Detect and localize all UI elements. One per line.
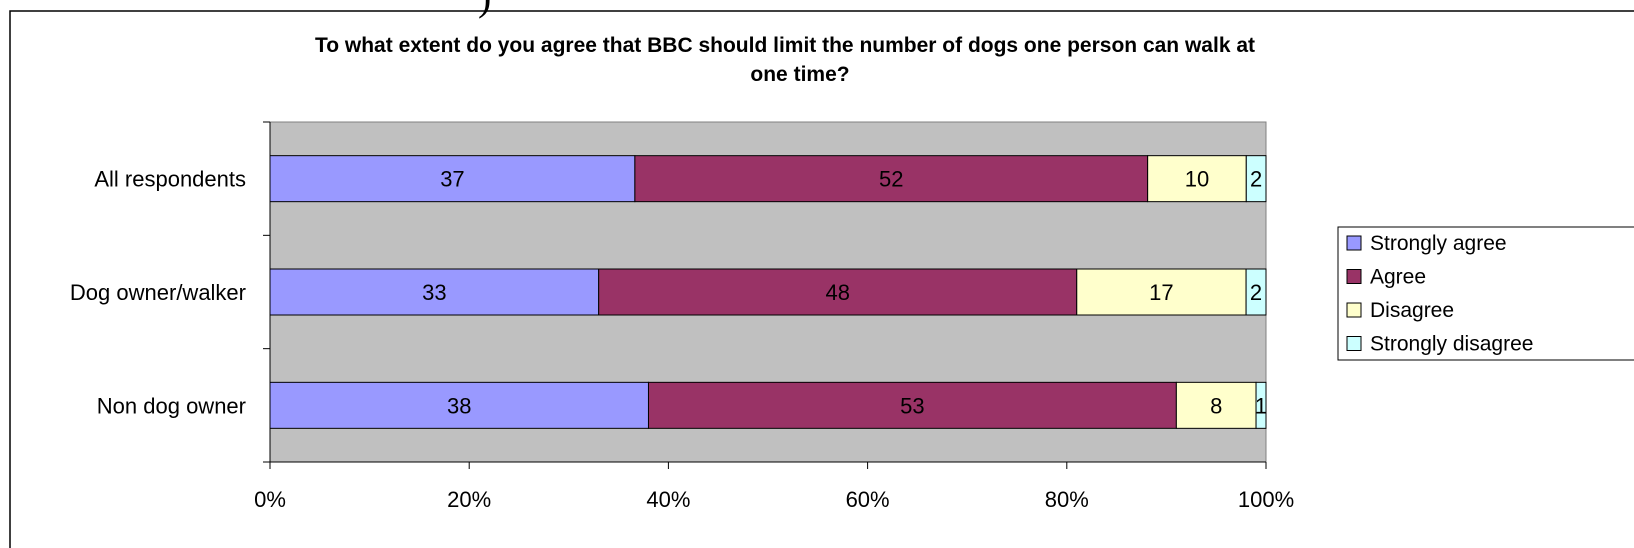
legend-box [1337,226,1634,361]
data-label-1-3: 10 [1185,167,1209,192]
legend-label-1: Strongly agree [1370,232,1507,255]
legend-label-4: Strongly disagree [1370,333,1533,356]
x-tick-label-1: 0% [254,487,286,512]
bar-segment-2-4 [1245,268,1267,316]
legend-swatch-3 [1346,302,1362,318]
chart-title-line-2: one time? [750,63,849,86]
axis-layer: All respondents Dog owner/walker Non dog o… [70,121,1294,512]
x-tick-label-6: 100% [1238,487,1294,512]
bars-layer [269,155,1267,429]
bar-segment-1-4 [1245,155,1267,203]
x-tick-label-3: 40% [646,487,690,512]
x-tick-label-2: 20% [447,487,491,512]
category-label-1: All respondents [94,167,246,192]
data-label-2-1: 33 [422,280,446,305]
data-label-3-2: 53 [900,393,924,418]
data-label-3-1: 38 [447,393,471,418]
data-label-2-4: 2 [1250,280,1262,305]
x-tick-label-4: 60% [846,487,890,512]
legend-swatch-2 [1346,269,1362,284]
chart-title-line-1: To what extent do you agree that BBC sho… [315,34,1255,57]
legend-label-3: Disagree [1370,299,1454,322]
labels-layer: 37 52 10 2 33 48 17 2 38 53 8 1 [422,167,1267,419]
data-label-3-4: 1 [1255,393,1267,418]
data-label-2-2: 48 [825,280,849,305]
legend-swatch-1 [1346,235,1362,251]
bar-segment-2-2 [598,268,1078,316]
bar-segment-3-3 [1175,381,1257,429]
data-label-2-3: 17 [1149,280,1173,305]
bar-segment-2-1 [269,268,600,316]
bar-segment-1-2 [634,155,1149,203]
bar-segment-3-4 [1255,381,1267,429]
data-label-1-1: 37 [440,167,464,192]
category-label-3: Non dog owner [97,393,246,418]
legend: Strongly agree Agree Disagree Strongly disa… [1337,226,1634,361]
bar-segment-3-2 [647,381,1177,429]
bar-segment-2-3 [1076,268,1247,316]
data-label-1-4: 2 [1250,167,1262,192]
clipped-text-fragment: ) [478,0,491,19]
category-label-2: Dog owner/walker [70,280,246,305]
legend-label-2: Agree [1370,266,1426,289]
bar-segment-3-1 [269,381,649,429]
legend-items: Strongly agree Agree Disagree Strongly disa… [1346,232,1533,356]
data-label-3-3: 8 [1210,393,1222,418]
legend-swatch-4 [1346,336,1362,351]
data-label-1-2: 52 [879,167,903,192]
x-tick-label-5: 80% [1045,487,1089,512]
